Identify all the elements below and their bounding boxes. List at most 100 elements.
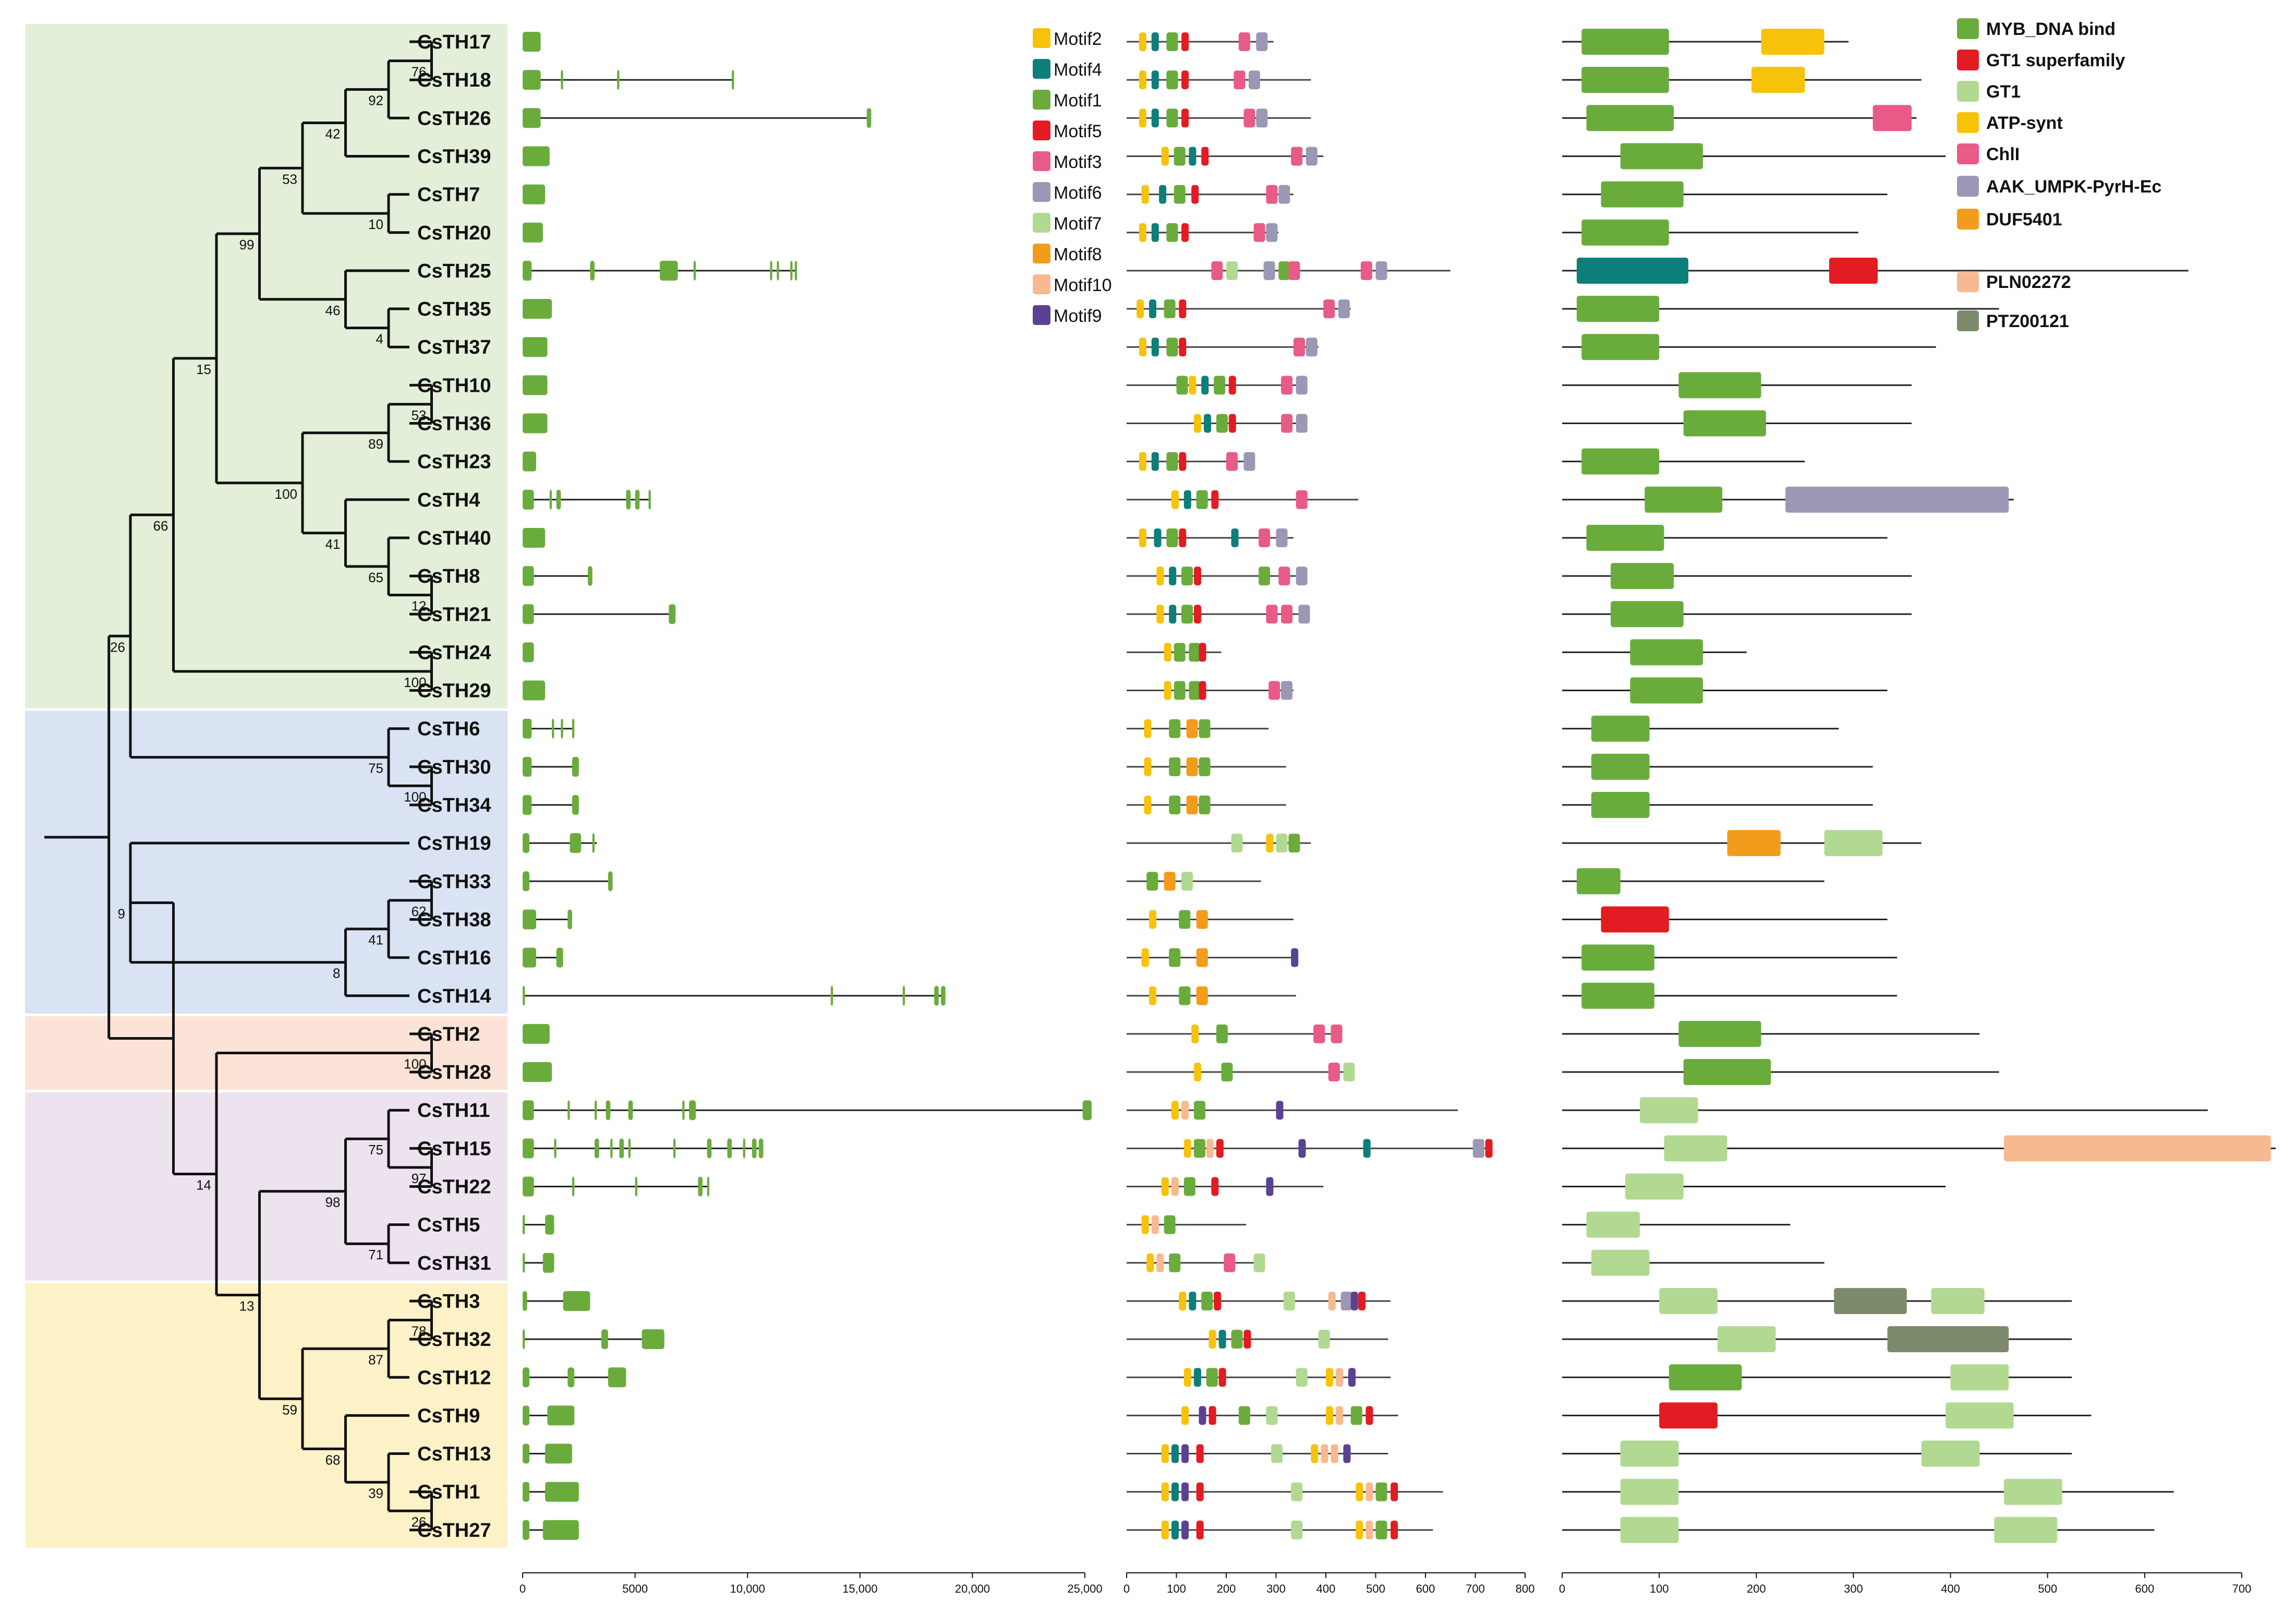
motif-2 <box>1311 1444 1319 1463</box>
tip-label: CsTH36 <box>417 413 491 435</box>
exon <box>693 260 696 281</box>
motif-7 <box>1318 1330 1330 1349</box>
domain-panel <box>1562 29 2276 1543</box>
motif-3 <box>1266 185 1278 204</box>
motif-4 <box>1171 1482 1179 1501</box>
exon <box>601 1329 608 1350</box>
domain-block <box>1678 372 1761 399</box>
motif-6 <box>1306 147 1318 166</box>
motif-legend-label: Motif9 <box>1054 306 1102 326</box>
domain-legend: MYB_DNA bind GT1 superfamily GT1 ATP-synt Ch… <box>1957 18 2161 331</box>
domain-block <box>1620 143 1703 170</box>
exon <box>561 718 563 739</box>
exon <box>523 1253 525 1273</box>
motif-2 <box>1146 1253 1154 1272</box>
motif-4 <box>1154 528 1162 547</box>
exon <box>523 1482 529 1502</box>
gene-axis-tick-label: 25,000 <box>1067 1582 1102 1595</box>
motif-4 <box>1151 452 1159 471</box>
domain-legend-label: MYB_DNA bind <box>1986 19 2116 39</box>
exon <box>523 947 536 968</box>
exon <box>752 1138 757 1159</box>
domain-block <box>1581 334 1660 360</box>
motif-2 <box>1149 986 1156 1005</box>
motif-2 <box>1161 1482 1169 1501</box>
domain-block <box>1669 1364 1742 1391</box>
motif-4 <box>1171 1444 1179 1463</box>
exon <box>523 1214 525 1235</box>
exon <box>542 1520 579 1540</box>
motif-1 <box>1193 1139 1205 1158</box>
motif-3 <box>1259 528 1271 547</box>
domain-axis-tick-label: 500 <box>2038 1582 2057 1595</box>
motif-axis-tick-label: 800 <box>1516 1582 1535 1595</box>
exon <box>732 70 734 90</box>
exon <box>610 1138 613 1159</box>
motif-2 <box>1266 834 1274 853</box>
motif-2 <box>1326 1368 1333 1387</box>
motif-9 <box>1199 1406 1206 1425</box>
gene-axis-tick-label: 20,000 <box>955 1582 990 1595</box>
motif-2 <box>1193 1063 1201 1082</box>
domain-legend-swatch <box>1957 310 1979 331</box>
motif-5 <box>1211 1177 1219 1196</box>
motif-4 <box>1363 1139 1371 1158</box>
exon <box>523 299 552 319</box>
motif-9 <box>1181 1482 1189 1501</box>
domain-legend-label: AAK_UMPK-PyrH-Ec <box>1986 177 2161 197</box>
bootstrap-label: 8 <box>333 966 340 981</box>
domain-legend-swatch <box>1957 143 1979 164</box>
tip-label: CsTH35 <box>417 298 491 320</box>
exon <box>523 795 532 815</box>
exon <box>592 833 595 853</box>
motif-legend-label: Motif7 <box>1054 214 1102 234</box>
bootstrap-label: 26 <box>110 639 125 655</box>
motif-axis-tick-label: 0 <box>1123 1582 1130 1595</box>
exon <box>635 1176 637 1197</box>
exon <box>523 1405 529 1426</box>
motif-10 <box>1336 1368 1344 1387</box>
motif-1 <box>1166 32 1178 51</box>
motif-2 <box>1139 528 1146 547</box>
motif-3 <box>1281 605 1293 624</box>
domain-block <box>1785 486 2009 513</box>
exon <box>523 1367 529 1388</box>
bootstrap-label: 42 <box>325 126 341 141</box>
domain-block <box>1591 753 1650 780</box>
motif-10 <box>1331 1444 1338 1463</box>
motif-1 <box>1206 1368 1218 1387</box>
exon <box>523 1520 529 1540</box>
bootstrap-label: 26 <box>412 1514 427 1530</box>
motif-2 <box>1139 109 1146 128</box>
motif-1 <box>1221 1063 1233 1082</box>
tip-label: CsTH26 <box>417 107 491 129</box>
exon <box>523 489 534 510</box>
domain-block <box>1586 524 1664 551</box>
tip-label: CsTH3 <box>417 1291 480 1313</box>
motif-9 <box>1348 1368 1356 1387</box>
tip-label: CsTH30 <box>417 756 491 778</box>
tip-label: CsTH12 <box>417 1367 491 1389</box>
domain-axis-tick-label: 300 <box>1844 1582 1863 1595</box>
exon <box>523 451 536 472</box>
tip-label: CsTH19 <box>417 833 491 854</box>
motif-6 <box>1338 299 1350 319</box>
motif-6 <box>1248 70 1260 90</box>
motif-4 <box>1189 1291 1197 1310</box>
motif-8 <box>1186 719 1198 738</box>
domain-block <box>1659 1287 1718 1314</box>
motif-2 <box>1356 1520 1363 1539</box>
motif-9 <box>1350 1291 1358 1310</box>
exon <box>648 489 651 510</box>
domain-block <box>1639 1097 1698 1124</box>
motif-axis-tick-label: 700 <box>1466 1582 1485 1595</box>
exon <box>567 1100 570 1121</box>
exon <box>545 1443 572 1464</box>
exon <box>552 718 554 739</box>
domain-block <box>1591 792 1650 818</box>
motif-7 <box>1291 1520 1303 1539</box>
motif-5 <box>1179 299 1187 319</box>
motif-8 <box>1164 872 1176 891</box>
domain-block <box>1586 105 1674 131</box>
